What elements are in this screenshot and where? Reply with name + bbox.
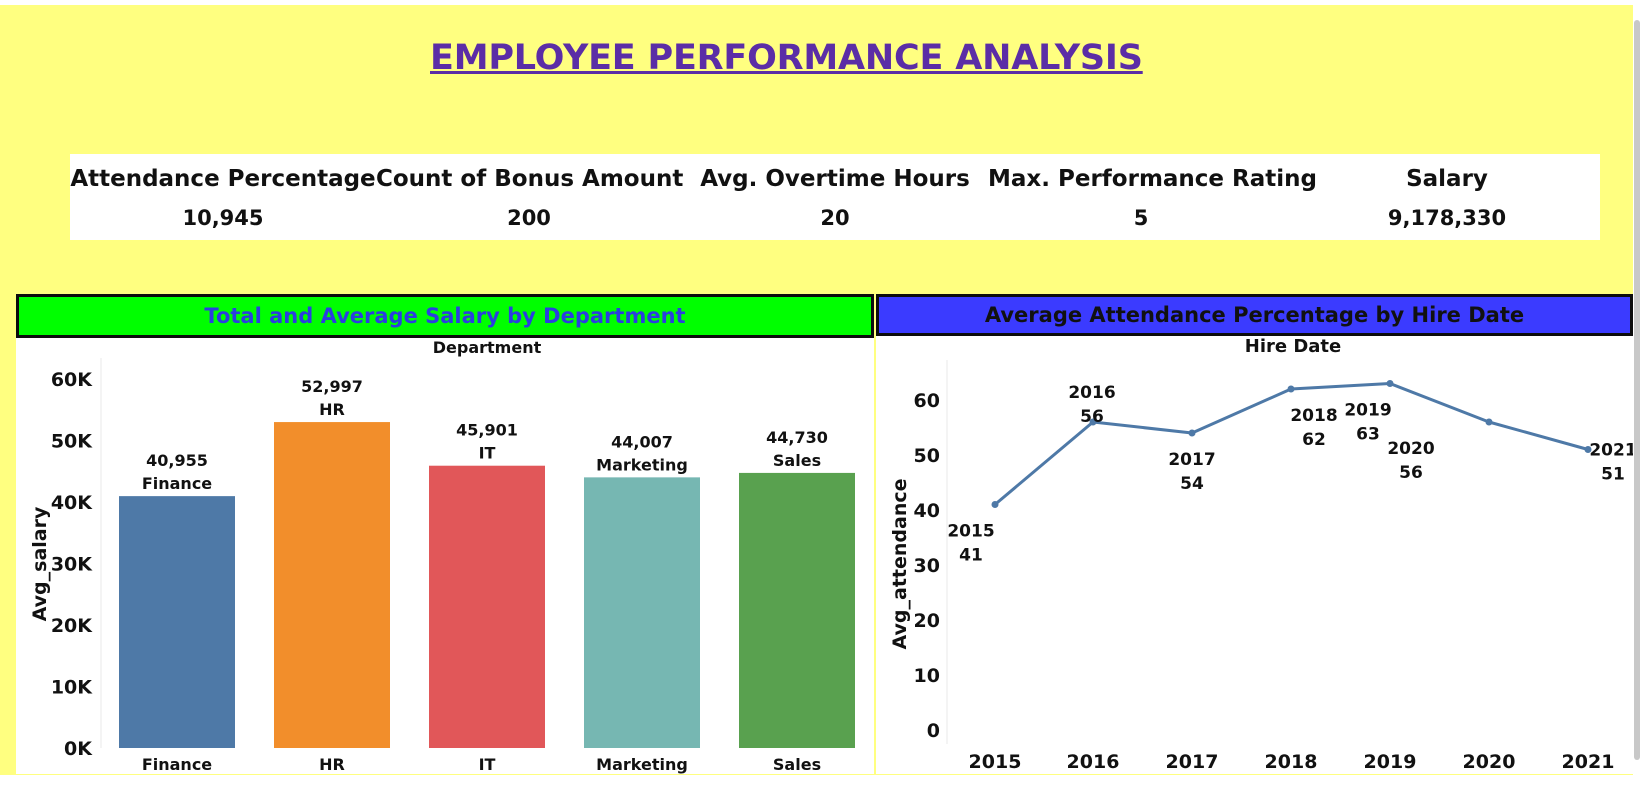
line-point-value-label: 51 — [1601, 465, 1625, 485]
line-chart-y-tick: 20 — [914, 610, 940, 632]
line-point-2019 — [1386, 380, 1394, 387]
line-point-year-label: 2016 — [1068, 383, 1115, 403]
line-x-tick: 2019 — [1364, 751, 1417, 773]
line-point-2017 — [1188, 429, 1196, 437]
line-point-value-label: 54 — [1180, 474, 1204, 494]
bar-chart-y-tick: 20K — [51, 615, 93, 637]
line-point-year-label: 2020 — [1387, 439, 1434, 459]
line-chart-y-tick: 60 — [914, 390, 940, 412]
line-x-tick: 2016 — [1067, 751, 1120, 773]
line-x-tick: 2021 — [1562, 751, 1615, 773]
bar-x-tick: Sales — [773, 755, 821, 774]
bar-x-tick: IT — [479, 755, 496, 774]
bar-value-label: 44,007 — [611, 432, 673, 451]
line-chart-y-tick: 0 — [927, 720, 940, 742]
bar-chart-y-tick: 0K — [64, 738, 93, 760]
salary-chart-header-text: Total and Average Salary by Department — [204, 304, 686, 328]
line-chart-y-tick: 10 — [914, 665, 940, 687]
bar-chart-title: Department — [433, 338, 542, 357]
line-point-value-label: 56 — [1399, 463, 1423, 483]
bar-value-label: 40,955 — [146, 451, 208, 470]
kpi-avg-overtime-hours[interactable]: Avg. Overtime Hours 20 — [682, 154, 988, 240]
line-point-year-label: 2015 — [947, 522, 994, 542]
kpi-value: 10,945 — [182, 206, 264, 230]
kpi-salary[interactable]: Salary 9,178,330 — [1294, 154, 1600, 240]
bar-chart-y-axis-label: Avg_salary — [29, 506, 51, 621]
line-chart-y-axis-label: Avg_attendance — [889, 478, 911, 649]
bar-chart-y-tick: 30K — [51, 554, 93, 576]
bar-category-label: Finance — [142, 474, 212, 493]
bar-finance — [119, 496, 235, 748]
line-point-year-label: 2021 — [1589, 441, 1633, 461]
kpi-value: 20 — [820, 206, 850, 230]
line-chart-title: Hire Date — [1245, 336, 1342, 357]
line-chart-y-tick: 30 — [914, 555, 940, 577]
bar-value-label: 45,901 — [456, 421, 518, 440]
line-x-tick: 2015 — [969, 751, 1022, 773]
salary-bar-chart: Department Avg_salary 0K 10K 20K 30K 40K 50K 60K… — [29, 338, 855, 774]
line-point-year-label: 2019 — [1344, 401, 1391, 421]
line-point-year-label: 2018 — [1290, 406, 1337, 426]
dashboard-title: EMPLOYEE PERFORMANCE ANALYSIS — [430, 38, 1143, 78]
vertical-scrollbar[interactable] — [1634, 20, 1640, 760]
line-point-value-label: 41 — [959, 546, 983, 566]
bar-category-label: IT — [479, 444, 496, 463]
kpi-label: Salary — [1406, 166, 1488, 192]
kpi-label: Count of Bonus Amount — [376, 166, 684, 192]
bar-x-tick: Finance — [142, 755, 212, 774]
attendance-line-chart: Hire Date Avg_attendance 0 10 20 30 40 50 60 2015… — [889, 336, 1633, 773]
bar-sales — [739, 472, 855, 748]
line-x-tick: 2018 — [1265, 751, 1318, 773]
bar-marketing — [584, 477, 700, 748]
line-point-2015 — [991, 501, 999, 508]
bar-chart-y-tick: 50K — [51, 431, 93, 453]
salary-chart-header: Total and Average Salary by Department — [16, 294, 874, 338]
bar-chart-y-tick: 10K — [51, 677, 93, 699]
line-point-2021 — [1584, 446, 1592, 453]
salary-chart-panel: Total and Average Salary by Department D… — [16, 294, 874, 774]
kpi-max-performance-rating[interactable]: Max. Performance Rating 5 — [988, 154, 1317, 240]
line-x-tick: 2017 — [1166, 751, 1219, 773]
line-point-value-label: 62 — [1302, 430, 1326, 450]
line-chart-y-tick: 50 — [914, 445, 940, 467]
line-point-value-label: 56 — [1080, 407, 1104, 427]
line-point-2018 — [1287, 385, 1295, 393]
kpi-count-of-bonus-amount[interactable]: Count of Bonus Amount 200 — [376, 154, 684, 240]
bar-category-label: Marketing — [596, 455, 688, 474]
attendance-chart-header-text: Average Attendance Percentage by Hire Da… — [984, 303, 1525, 327]
kpi-label: Attendance Percentage — [70, 166, 376, 192]
bar-hr — [274, 422, 390, 748]
bar-category-label: HR — [319, 400, 345, 419]
bar-it — [429, 465, 545, 748]
kpi-label: Avg. Overtime Hours — [700, 166, 970, 192]
attendance-chart-header: Average Attendance Percentage by Hire Da… — [876, 294, 1633, 336]
kpi-value: 9,178,330 — [1387, 206, 1507, 230]
bar-chart-y-tick: 40K — [51, 492, 93, 514]
line-point-value-label: 63 — [1356, 425, 1380, 445]
kpi-attendance-percentage[interactable]: Attendance Percentage 10,945 — [70, 154, 376, 240]
bar-chart-y-tick: 60K — [51, 369, 93, 391]
line-point-2016 — [1089, 418, 1097, 426]
bar-value-label: 52,997 — [301, 377, 363, 396]
bar-value-label: 44,730 — [766, 428, 828, 447]
kpi-value: 200 — [507, 206, 551, 230]
line-point-year-label: 2017 — [1168, 450, 1215, 470]
bar-x-tick: HR — [319, 755, 345, 774]
kpi-panel: Attendance Percentage 10,945 Count of Bo… — [70, 154, 1600, 240]
bar-category-label: Sales — [773, 451, 821, 470]
line-x-tick: 2020 — [1463, 751, 1516, 773]
kpi-value: 5 — [1133, 206, 1149, 230]
attendance-chart-panel: Average Attendance Percentage by Hire Da… — [876, 294, 1633, 774]
line-point-2020 — [1485, 418, 1493, 426]
kpi-label: Max. Performance Rating — [988, 166, 1317, 192]
bar-x-tick: Marketing — [596, 755, 688, 774]
line-chart-y-tick: 40 — [914, 500, 940, 522]
